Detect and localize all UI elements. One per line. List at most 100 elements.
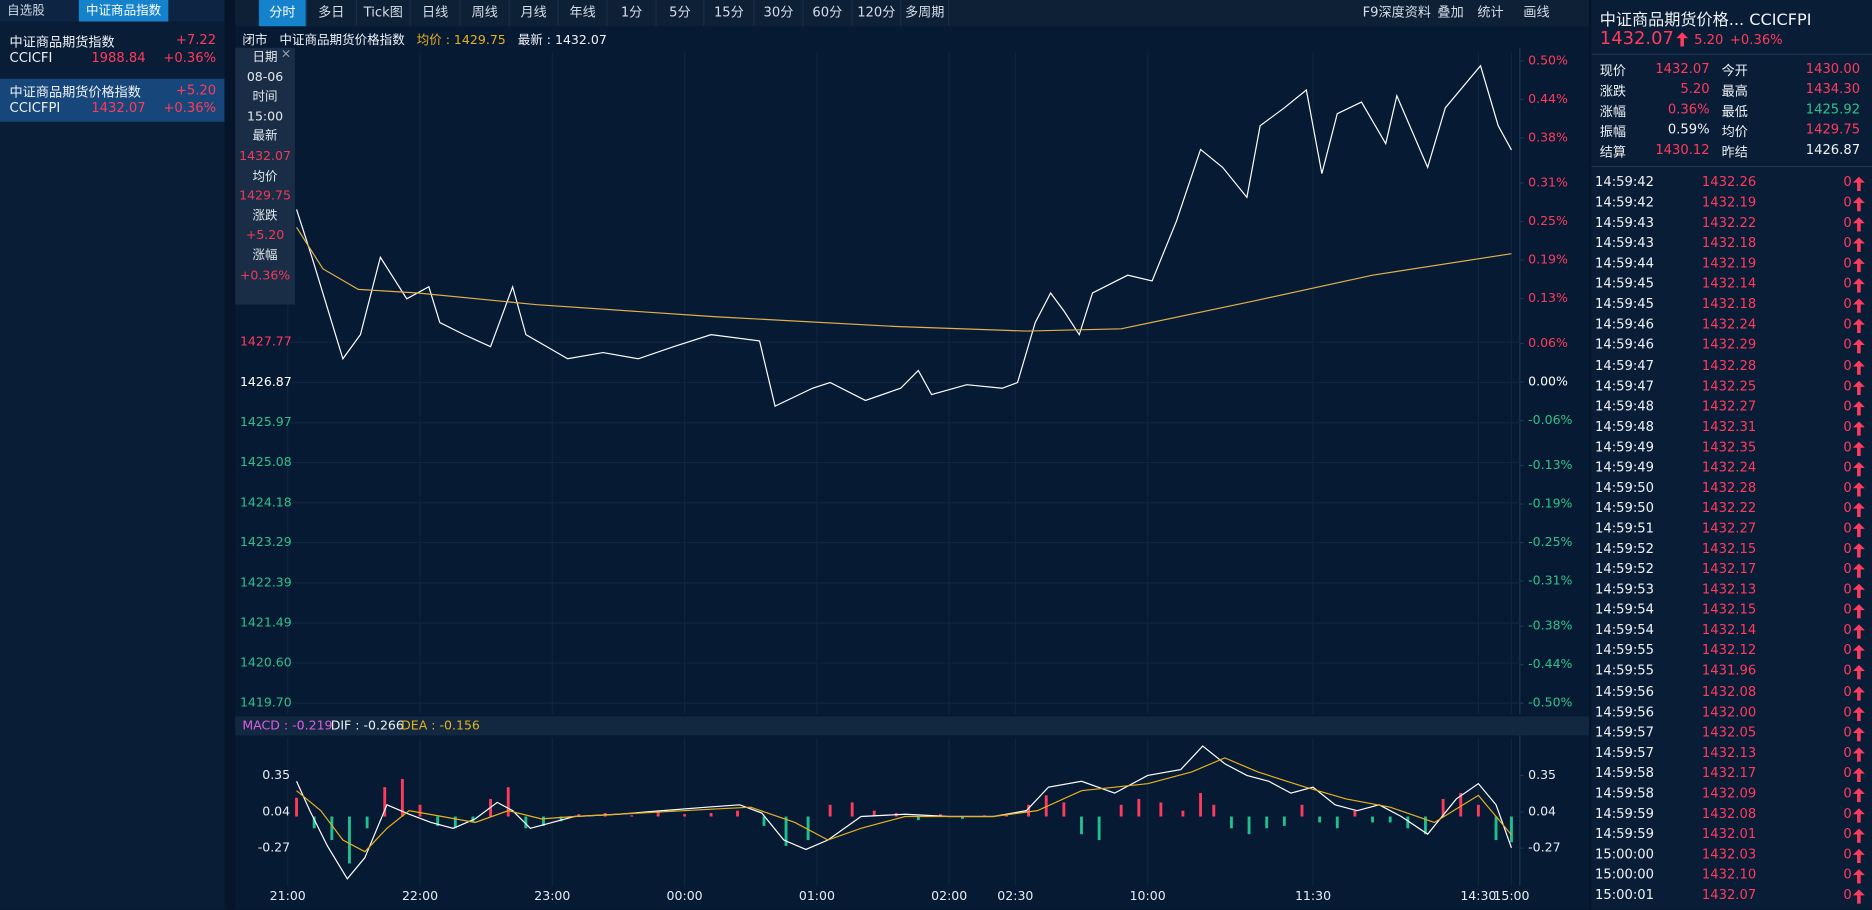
- up-arrow: [1852, 746, 1865, 762]
- period-button[interactable]: 15分: [704, 0, 755, 27]
- tick-price: 1432.19: [1701, 255, 1757, 272]
- item-name: 中证商品期货价格指数: [9, 84, 141, 101]
- y2-tick-label: 0.00%: [1528, 374, 1568, 389]
- tick-volume: 0: [1843, 357, 1852, 374]
- watchlist-tab[interactable]: 自选股: [7, 3, 45, 18]
- period-button[interactable]: 多日: [307, 0, 357, 27]
- watchlist-tabs: 自选股 中证商品指数: [0, 0, 225, 22]
- watchlist-item[interactable]: 中证商品期货指数 +7.22 CCICFI 1988.84 +0.36%: [0, 29, 224, 72]
- tick-row: 14:59:58 1432.09 0: [1591, 785, 1872, 805]
- tick-time: 14:59:45: [1595, 276, 1655, 292]
- period-button[interactable]: 30分: [755, 0, 804, 27]
- tick-time: 14:59:45: [1595, 296, 1655, 313]
- quote-label: 结算: [1599, 144, 1627, 160]
- up-arrow: [1852, 461, 1865, 477]
- quote-value: 1432.07: [1655, 60, 1710, 77]
- y2-tick-label: -0.19%: [1528, 496, 1572, 511]
- x-tick-label: 22:00: [402, 888, 438, 903]
- tick-row: 14:59:47 1432.25 0: [1591, 378, 1872, 398]
- up-arrow: [1852, 522, 1865, 538]
- tick-volume: 0: [1843, 805, 1852, 822]
- tool-button[interactable]: 统计: [1477, 4, 1504, 21]
- y2-tick-label: 0.44%: [1528, 91, 1568, 106]
- y2-tick-label: 0.13%: [1528, 290, 1568, 305]
- quote-value: 5.20: [1680, 81, 1710, 97]
- tick-time: 14:59:54: [1595, 602, 1655, 618]
- period-button[interactable]: 120分: [852, 0, 902, 27]
- period-button[interactable]: 1分: [608, 0, 657, 27]
- tick-arrow: [1852, 502, 1865, 517]
- tick-row: 14:59:53 1432.13 0: [1591, 582, 1872, 602]
- tool-button[interactable]: F9深度资料: [1362, 4, 1432, 21]
- up-arrow: [1852, 624, 1865, 640]
- period-button[interactable]: 60分: [803, 0, 853, 27]
- tick-price: 1432.26: [1701, 174, 1757, 190]
- quote-label: 涨幅: [1599, 103, 1627, 120]
- macd-bar: [1388, 816, 1392, 823]
- y2-tick-label: 0.06%: [1528, 335, 1568, 350]
- tick-volume: 0: [1843, 215, 1852, 231]
- tick-time: 15:00:00: [1595, 866, 1655, 883]
- quote-pct: +0.36%: [1729, 32, 1783, 48]
- x-tick-label: 11:30: [1295, 888, 1331, 903]
- tooltip-close[interactable]: ×: [280, 46, 292, 61]
- macd-bar: [784, 816, 788, 846]
- tool-button[interactable]: 画线: [1523, 4, 1550, 21]
- period-button[interactable]: 5分: [657, 0, 705, 27]
- tick-arrow: [1852, 848, 1865, 864]
- y2-tick-label: -0.06%: [1528, 412, 1572, 427]
- tick-arrow: [1852, 278, 1865, 293]
- sidebar-toggle[interactable]: [235, 0, 260, 27]
- period-button[interactable]: 分时: [259, 0, 307, 27]
- y-tick-label: 1423.29: [240, 534, 292, 549]
- tick-time: 14:59:47: [1595, 357, 1655, 374]
- macd-bar: [542, 816, 545, 826]
- tick-row: 14:59:45 1432.14 0: [1591, 276, 1872, 296]
- macd-bar: [1137, 798, 1141, 817]
- macd-bar: [1424, 816, 1427, 835]
- tick-time: 14:59:49: [1595, 459, 1655, 475]
- macd-indicator: DIF : -0.266: [330, 718, 404, 734]
- quote-price: 1432.07: [1599, 27, 1674, 49]
- period-button[interactable]: 月线: [510, 0, 559, 27]
- macd-bar: [1441, 798, 1445, 817]
- period-button[interactable]: 多周期: [901, 0, 950, 27]
- macd-bar: [577, 814, 581, 817]
- tick-time: 14:59:57: [1595, 724, 1655, 740]
- y-tick-label: 0.04: [1528, 803, 1556, 818]
- tick-time: 14:59:56: [1595, 683, 1655, 700]
- tooltip-value: 1432.07: [239, 149, 291, 164]
- macd-bar: [348, 816, 351, 864]
- period-button[interactable]: 周线: [461, 0, 510, 27]
- x-tick-label: 15:00: [1493, 888, 1529, 903]
- macd-bar: [1335, 816, 1339, 829]
- up-arrow: [1852, 441, 1865, 456]
- tick-time: 14:59:51: [1595, 520, 1655, 537]
- period-button[interactable]: 日线: [411, 0, 461, 27]
- y-tick-label: 1421.49: [240, 615, 292, 630]
- quote-row: 振幅 0.59% 均价 1429.75: [1591, 122, 1872, 142]
- tick-volume: 0: [1843, 764, 1852, 781]
- tick-time: 14:59:50: [1595, 479, 1655, 496]
- toolbar: 分时 多日 Tick图 日线 周线 月线 年线 1分 5分 15分 30分 60分 120分 多周期 F9深…: [235, 0, 1590, 27]
- up-arrow: [1852, 563, 1865, 578]
- macd-bar: [762, 816, 766, 826]
- period-button[interactable]: 年线: [559, 0, 608, 27]
- watchlist-item[interactable]: 中证商品期货价格指数 +5.20 CCICFPI 1432.07 +0.36%: [0, 78, 225, 122]
- macd-bar: [916, 816, 920, 821]
- tool-button[interactable]: 叠加: [1437, 4, 1464, 21]
- divider: [1591, 53, 1872, 55]
- y-tick-label: -0.27: [258, 840, 290, 855]
- tick-row: 14:59:58 1432.17 0: [1591, 765, 1872, 785]
- quote-label: 振幅: [1599, 124, 1627, 140]
- watchlist-tab[interactable]: 中证商品指数: [78, 0, 169, 22]
- tick-row: 14:59:59 1432.08 0: [1591, 806, 1872, 826]
- tick-price: 1432.24: [1701, 459, 1757, 475]
- up-arrow: [1852, 543, 1865, 558]
- x-tick-label: 21:00: [270, 888, 306, 903]
- tooltip-label: 涨幅: [252, 248, 278, 263]
- macd-bar: [1371, 816, 1374, 823]
- tick-arrow: [1852, 400, 1865, 416]
- period-button[interactable]: Tick图: [357, 0, 411, 27]
- macd-bar: [436, 816, 440, 826]
